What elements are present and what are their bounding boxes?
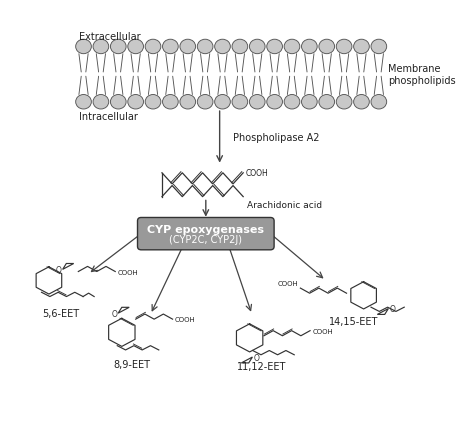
Circle shape: [249, 95, 265, 110]
Circle shape: [215, 95, 230, 110]
Text: COOH: COOH: [312, 328, 333, 334]
FancyBboxPatch shape: [137, 218, 274, 250]
Text: O: O: [389, 304, 395, 313]
Text: 14,15-EET: 14,15-EET: [329, 316, 378, 326]
Text: CYP epoxygenases: CYP epoxygenases: [147, 225, 264, 235]
Circle shape: [215, 40, 230, 55]
Text: O: O: [111, 309, 118, 318]
Text: O: O: [253, 353, 259, 362]
Circle shape: [180, 95, 196, 110]
Circle shape: [197, 95, 213, 110]
Circle shape: [232, 40, 248, 55]
Circle shape: [371, 95, 387, 110]
Text: COOH: COOH: [277, 280, 298, 286]
Circle shape: [197, 40, 213, 55]
Circle shape: [180, 40, 196, 55]
Text: Extracellular: Extracellular: [79, 32, 140, 42]
Text: 11,12-EET: 11,12-EET: [237, 362, 286, 372]
Circle shape: [145, 95, 161, 110]
Circle shape: [128, 40, 144, 55]
Circle shape: [267, 40, 283, 55]
Circle shape: [284, 40, 300, 55]
Circle shape: [163, 95, 178, 110]
Text: Membrane
phospholipids: Membrane phospholipids: [388, 64, 456, 86]
Circle shape: [301, 40, 317, 55]
Circle shape: [301, 95, 317, 110]
Circle shape: [76, 95, 91, 110]
Circle shape: [354, 40, 369, 55]
Circle shape: [319, 40, 335, 55]
Text: COOH: COOH: [175, 316, 196, 322]
Circle shape: [267, 95, 283, 110]
Text: (CYP2C, CYP2J): (CYP2C, CYP2J): [169, 235, 242, 245]
Text: 8,9-EET: 8,9-EET: [113, 359, 150, 369]
Circle shape: [110, 40, 126, 55]
Circle shape: [284, 95, 300, 110]
Circle shape: [128, 95, 144, 110]
Text: 5,6-EET: 5,6-EET: [42, 308, 79, 318]
Circle shape: [319, 95, 335, 110]
Circle shape: [232, 95, 248, 110]
Circle shape: [110, 95, 126, 110]
Text: Phospholipase A2: Phospholipase A2: [234, 132, 320, 142]
Text: Arachidonic acid: Arachidonic acid: [247, 200, 322, 209]
Text: COOH: COOH: [118, 269, 138, 275]
Text: COOH: COOH: [246, 169, 268, 178]
Text: Intracellular: Intracellular: [79, 112, 138, 122]
Circle shape: [93, 40, 109, 55]
Circle shape: [336, 40, 352, 55]
Circle shape: [371, 40, 387, 55]
Circle shape: [249, 40, 265, 55]
Circle shape: [145, 40, 161, 55]
Circle shape: [163, 40, 178, 55]
Circle shape: [76, 40, 91, 55]
Circle shape: [354, 95, 369, 110]
Circle shape: [93, 95, 109, 110]
Circle shape: [336, 95, 352, 110]
Text: O: O: [56, 265, 62, 274]
